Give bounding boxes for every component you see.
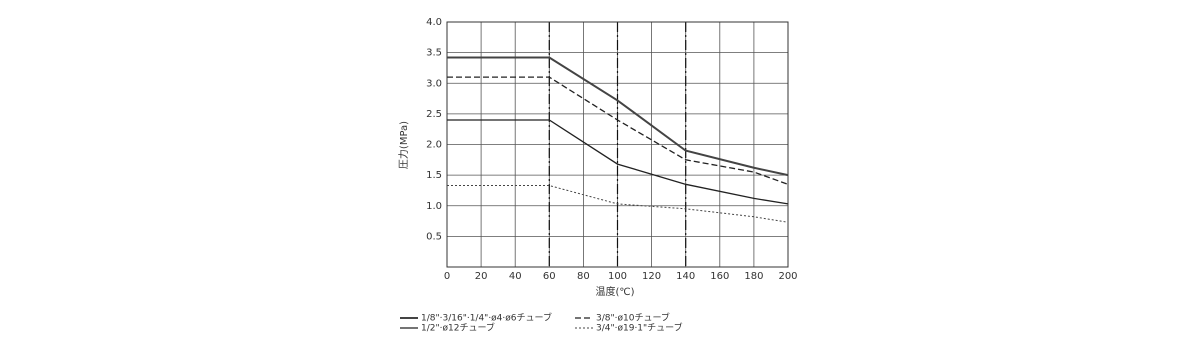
x-tick-label: 180	[744, 271, 763, 282]
y-tick-label: 2.0	[426, 140, 442, 151]
y-tick-label: 1.5	[426, 170, 442, 181]
x-tick-label: 60	[543, 271, 556, 282]
x-tick-label: 200	[778, 271, 797, 282]
x-tick-label: 0	[444, 271, 450, 282]
series-line	[447, 185, 789, 223]
x-tick-label: 120	[642, 271, 661, 282]
legend-label: 1/2"·ø12チューブ	[421, 322, 495, 334]
legend-label: 3/8"·ø10チューブ	[596, 312, 670, 324]
series-line	[447, 56, 789, 177]
x-tick-label: 80	[577, 271, 590, 282]
x-tick-label: 40	[509, 271, 522, 282]
x-axis-label: 温度(℃)	[595, 285, 634, 298]
y-tick-label: 3.0	[426, 78, 442, 89]
legend-label: 1/8"·3/16"·1/4"·ø4·ø6チューブ	[421, 312, 552, 324]
y-tick-label: 2.5	[426, 109, 442, 120]
y-tick-label: 3.5	[426, 48, 442, 59]
legend-label: 3/4"·ø19·1"チューブ	[596, 322, 683, 334]
plot-frame	[446, 21, 789, 268]
y-tick-label: 0.5	[426, 231, 442, 242]
series-line	[447, 76, 789, 185]
x-tick-label: 160	[710, 271, 729, 282]
y-tick-label: 1.0	[426, 201, 442, 212]
y-tick-label: 4.0	[426, 17, 442, 28]
x-tick-label: 140	[676, 271, 695, 282]
series-line	[447, 119, 789, 205]
x-tick-label: 20	[475, 271, 488, 282]
y-axis-label: 圧力(MPa)	[397, 121, 410, 169]
x-tick-label: 100	[608, 271, 627, 282]
